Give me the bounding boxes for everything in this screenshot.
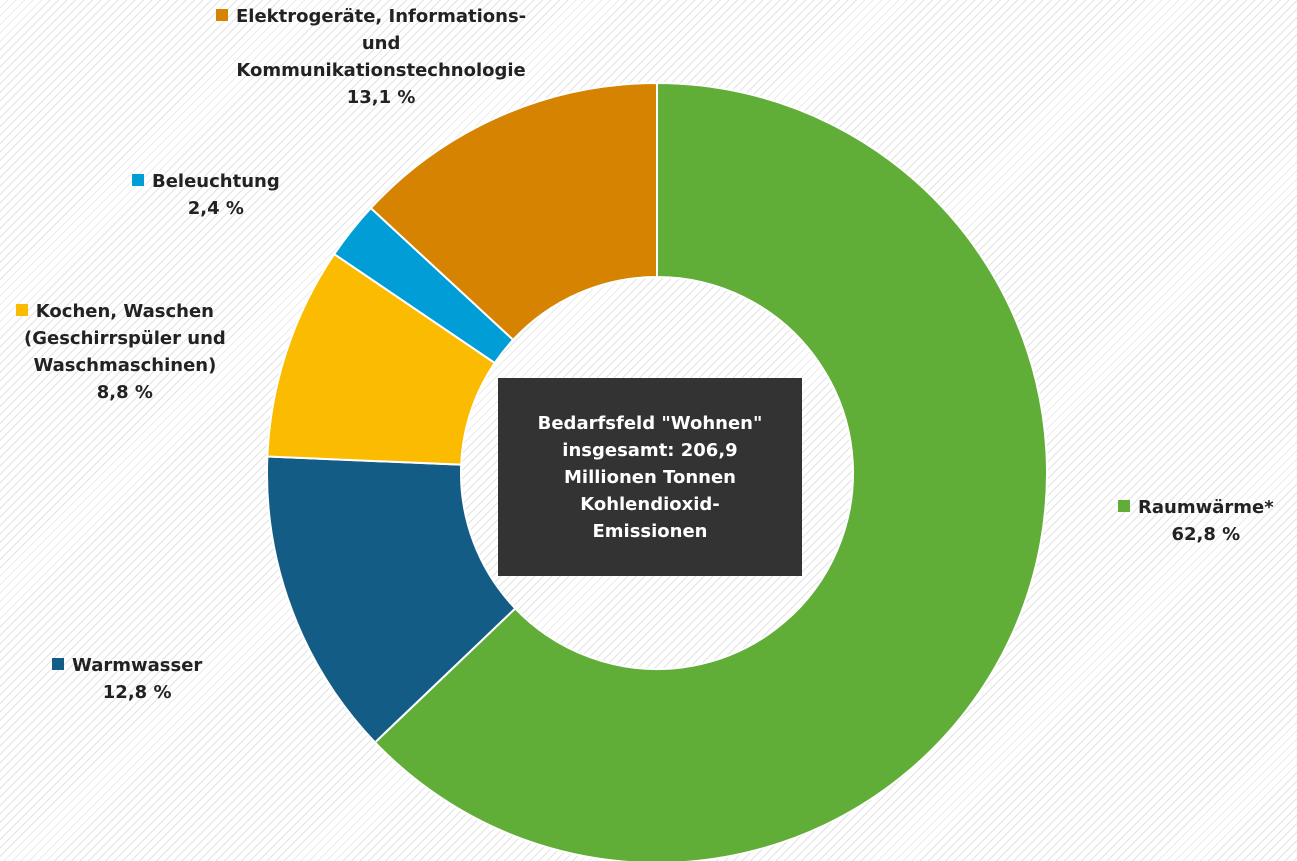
- label-raumwaerme-pct: 62,8 %: [1171, 524, 1241, 545]
- label-elektro-line2: und: [361, 33, 401, 54]
- label-beleuchtung-pct: 2,4 %: [187, 198, 244, 219]
- label-elektro-line3: Kommunikationstechnologie: [236, 60, 526, 81]
- label-warmwasser-name: Warmwasser: [72, 655, 203, 676]
- label-warmwasser: Warmwasser 12,8 %: [52, 652, 202, 706]
- label-kochen-line3: Waschmaschinen): [33, 355, 217, 376]
- legend-swatch-raumwaerme: [1118, 500, 1130, 512]
- label-beleuchtung: Beleuchtung 2,4 %: [132, 168, 280, 222]
- label-raumwaerme: Raumwärme* 62,8 %: [1118, 494, 1274, 548]
- label-elektro-line1: Elektrogeräte, Informations-: [236, 6, 527, 27]
- legend-swatch-beleuchtung: [132, 174, 144, 186]
- center-total-box: Bedarfsfeld "Wohnen" insgesamt: 206,9 Mi…: [498, 378, 802, 576]
- label-elektro-pct: 13,1 %: [346, 87, 416, 108]
- legend-swatch-warmwasser: [52, 658, 64, 670]
- slice-warmwasser: [266, 455, 517, 744]
- label-kochen: Kochen, Waschen (Geschirrspüler und Wasc…: [4, 298, 226, 406]
- label-kochen-pct: 8,8 %: [96, 382, 153, 403]
- legend-swatch-elektro: [216, 9, 228, 21]
- label-kochen-line2: (Geschirrspüler und: [24, 328, 226, 349]
- slice-raumwaerme: [373, 81, 1048, 861]
- label-raumwaerme-name: Raumwärme*: [1138, 497, 1274, 518]
- label-kochen-line1: Kochen, Waschen: [35, 301, 214, 322]
- label-beleuchtung-name: Beleuchtung: [152, 171, 280, 192]
- slice-elektro: [369, 81, 658, 342]
- legend-swatch-kochen: [15, 304, 28, 316]
- label-warmwasser-pct: 12,8 %: [102, 682, 172, 703]
- label-elektro: Elektrogeräte, Informations- und Kommuni…: [216, 3, 526, 111]
